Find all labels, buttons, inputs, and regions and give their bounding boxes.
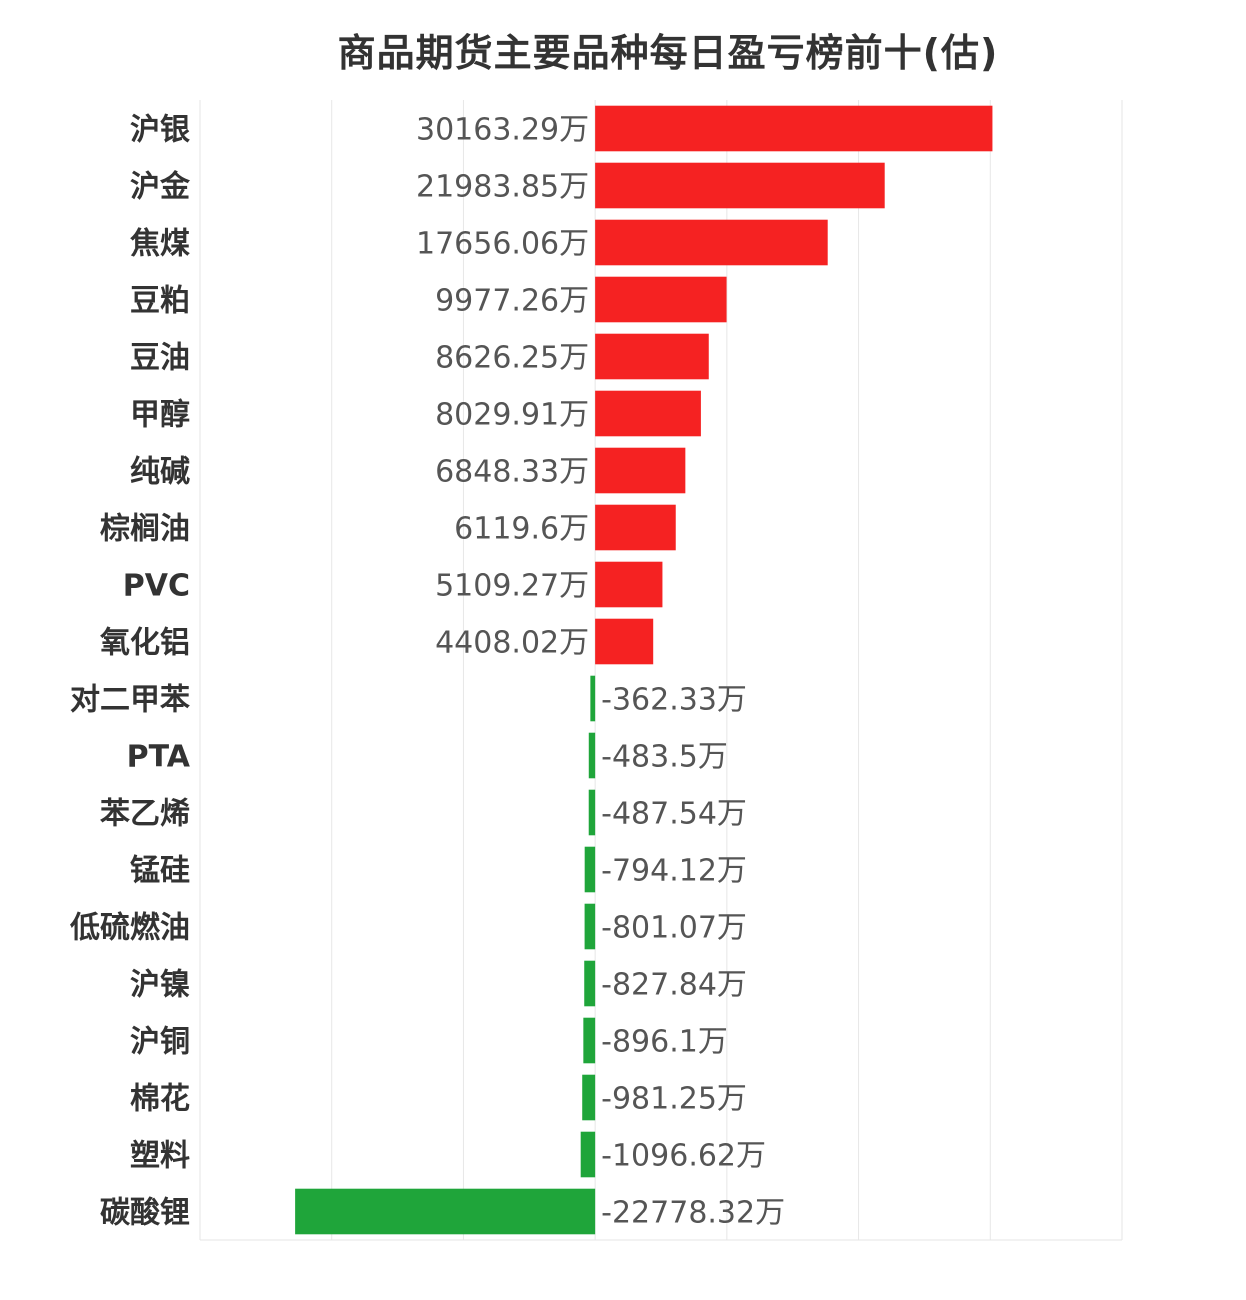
category-label: 豆油 (130, 341, 190, 376)
value-labels: 30163.29万 21983.85万 17656.06万 9977.26万 8626.… (416, 113, 785, 1231)
bar (595, 105, 993, 152)
category-label: 碳酸锂 (100, 1196, 190, 1231)
value-label: -981.25万 (601, 1082, 747, 1117)
bar (588, 789, 596, 836)
bar (595, 333, 709, 380)
chart-title: 商品期货主要品种每日盈亏榜前十(估) (337, 31, 999, 75)
bar (584, 960, 596, 1007)
bar (582, 1074, 596, 1121)
value-label: 4408.02万 (435, 626, 589, 661)
bars (295, 105, 993, 1235)
category-label: 豆粕 (130, 284, 190, 319)
value-label: 9977.26万 (435, 284, 589, 319)
value-label: -801.07万 (601, 911, 747, 946)
value-label: 30163.29万 (416, 113, 589, 148)
category-label: PTA (127, 740, 191, 775)
bar (595, 219, 828, 266)
bar (595, 618, 654, 665)
value-label: 6848.33万 (435, 455, 589, 490)
value-label: 21983.85万 (416, 170, 589, 205)
value-label: 8029.91万 (435, 398, 589, 433)
bar (595, 447, 686, 494)
bar (595, 162, 885, 209)
category-label: 甲醇 (130, 398, 190, 433)
bar (583, 1017, 596, 1064)
bar (595, 561, 663, 608)
category-label: 对二甲苯 (70, 683, 190, 718)
category-label: PVC (123, 569, 190, 604)
category-label: 锰硅 (130, 854, 190, 889)
category-label: 苯乙烯 (100, 797, 190, 832)
bar (584, 846, 596, 893)
bar (580, 1131, 596, 1178)
category-label: 沪铜 (130, 1025, 190, 1060)
value-label: 5109.27万 (435, 569, 589, 604)
value-label: 17656.06万 (416, 227, 589, 262)
bar (595, 390, 701, 437)
category-label: 氧化铝 (100, 626, 190, 661)
category-label: 纯碱 (130, 455, 190, 490)
value-label: -827.84万 (601, 968, 747, 1003)
value-label: -362.33万 (601, 683, 747, 718)
bar (584, 903, 596, 950)
bar (590, 675, 596, 722)
grid-lines (199, 100, 1123, 1241)
value-label: -896.1万 (601, 1025, 728, 1060)
value-label: -1096.62万 (601, 1139, 766, 1174)
bar (595, 504, 676, 551)
category-label: 塑料 (130, 1139, 190, 1174)
category-label: 沪镍 (130, 968, 190, 1003)
value-label: 6119.6万 (454, 512, 589, 547)
category-label: 棕榈油 (100, 512, 190, 547)
value-label: -22778.32万 (601, 1196, 785, 1231)
category-label: 焦煤 (130, 227, 190, 262)
bar (295, 1188, 596, 1235)
value-label: -483.5万 (601, 740, 728, 775)
value-label: 8626.25万 (435, 341, 589, 376)
category-label: 沪银 (130, 113, 190, 148)
bar (595, 276, 727, 323)
category-label: 棉花 (130, 1082, 190, 1117)
category-label: 低硫燃油 (69, 911, 190, 946)
category-label: 沪金 (130, 170, 191, 205)
value-label: -794.12万 (601, 854, 747, 889)
value-label: -487.54万 (601, 797, 747, 832)
bar (588, 732, 596, 779)
